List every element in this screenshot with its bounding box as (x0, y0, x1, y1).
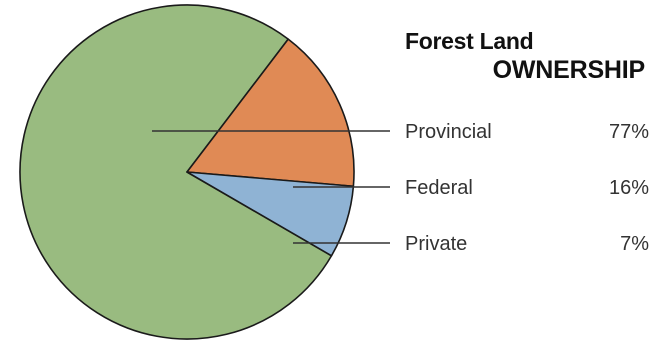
leader-lines-layer (152, 130, 390, 244)
slice-provincial (19, 4, 333, 340)
chart-title-line-2: OWNERSHIP (492, 56, 646, 84)
slice-value-private: 7% (620, 233, 649, 255)
slice-label-federal: Federal (405, 177, 473, 199)
slice-federal (186, 38, 355, 188)
slice-label-provincial: Provincial (405, 121, 492, 143)
chart-title-line-1: Forest Land (405, 28, 534, 54)
slice-label-private: Private (405, 233, 467, 255)
slices-layer (19, 4, 355, 340)
slice-value-federal: 16% (609, 177, 649, 199)
labels-layer: Provincial 77% Federal 16% Private 7% (405, 121, 649, 255)
slice-value-provincial: 77% (609, 121, 649, 143)
